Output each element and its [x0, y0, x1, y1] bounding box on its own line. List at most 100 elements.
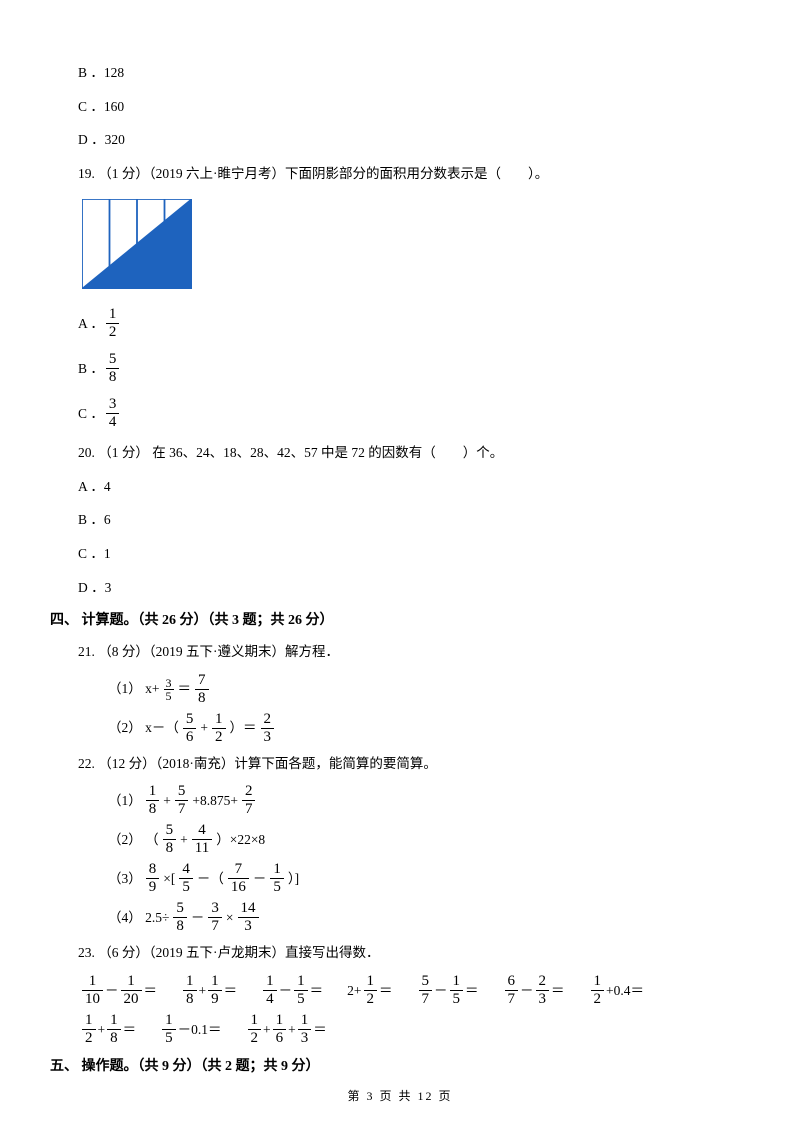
q23-item-6: 12 +0.4＝: [589, 974, 645, 1007]
n: 1: [298, 1013, 312, 1030]
n: 1: [270, 862, 284, 879]
label: （1） x+: [108, 676, 160, 702]
n: 1: [364, 974, 378, 991]
op: ）×22×8: [216, 827, 265, 853]
d: 8: [146, 801, 160, 817]
q18-opt-c: C ．160: [78, 94, 722, 120]
q20-opt-d: D ．3: [78, 575, 722, 601]
n: 1: [208, 974, 222, 991]
den: 8: [106, 369, 120, 385]
n: 14: [238, 901, 259, 918]
q23-stem: 23. （6 分）（2019 五下·卢龙期末）直接写出得数．: [78, 940, 722, 966]
d: 5: [294, 991, 308, 1007]
q19-figure: [78, 195, 722, 306]
n: 1: [146, 784, 160, 801]
d: 2: [591, 991, 605, 1007]
n: 1: [121, 974, 142, 991]
label: C ．: [78, 401, 104, 427]
q23-item-3: 2+ 12 ＝: [347, 974, 392, 1007]
op: －: [253, 866, 267, 892]
d: 5: [270, 879, 284, 895]
n: 1: [183, 974, 197, 991]
page-footer: 第 3 页 共 12 页: [0, 1085, 800, 1108]
q23-item-9: 12 + 16 + 13 ＝: [246, 1013, 327, 1046]
q19-opt-2: C ．34: [78, 395, 722, 432]
lbl: （2） （: [108, 827, 159, 853]
n: 5: [175, 784, 189, 801]
d: 10: [82, 991, 103, 1007]
q23-items: 110－120 ＝18 + 19 ＝14 － 15 ＝2+ 12 ＝57 － 1…: [78, 974, 722, 1052]
num: 3: [164, 677, 174, 690]
num: 5: [183, 712, 197, 729]
d: 9: [146, 879, 160, 895]
d: 7: [505, 991, 519, 1007]
d: 2: [248, 1030, 262, 1046]
n: 1: [273, 1013, 287, 1030]
n: 1: [162, 1013, 176, 1030]
op: －（: [197, 866, 224, 892]
q21-stem: 21. （8 分）（2019 五下·遵义期末）解方程．: [78, 639, 722, 665]
d: 2: [364, 991, 378, 1007]
d: 8: [173, 918, 187, 934]
op: ×: [226, 905, 234, 931]
q22-eq3: （3） 89 ×[ 45 －（ 716 － 15 ）]: [78, 862, 722, 895]
num: 1: [212, 712, 226, 729]
lbl: （4） 2.5÷: [108, 905, 169, 931]
n: 4: [179, 862, 193, 879]
n: 1: [263, 974, 277, 991]
num: 3: [106, 397, 120, 414]
n: 1: [82, 1013, 96, 1030]
d: 3: [238, 918, 259, 934]
q18-opt-d: D ．320: [78, 127, 722, 153]
d: 3: [298, 1030, 312, 1046]
d: 5: [162, 1030, 176, 1046]
d: 20: [121, 991, 142, 1007]
n: 1: [450, 974, 464, 991]
n: 1: [248, 1013, 262, 1030]
den: 3: [261, 729, 275, 745]
eq: ＝: [178, 676, 192, 702]
d: 5: [450, 991, 464, 1007]
n: 3: [208, 901, 222, 918]
q22-eq4: （4） 2.5÷ 58 － 37 × 143: [78, 901, 722, 934]
n: 5: [163, 823, 177, 840]
label: （2） x－（: [108, 715, 179, 741]
num: 2: [261, 712, 275, 729]
op: ×[: [163, 866, 175, 892]
q23-item-5: 67 － 23 ＝: [503, 974, 565, 1007]
op: +: [163, 788, 171, 814]
d: 3: [536, 991, 550, 1007]
q23-item-2: 14 － 15 ＝: [261, 974, 323, 1007]
q19-opt-0: A ．12: [78, 305, 722, 342]
n: 1: [591, 974, 605, 991]
lbl: （1）: [108, 788, 142, 814]
d: 7: [242, 801, 256, 817]
n: 2: [242, 784, 256, 801]
den: 4: [106, 414, 120, 430]
q23-item-8: 15 －0.1＝: [160, 1013, 221, 1046]
d: 16: [228, 879, 249, 895]
q19-stem: 19. （1 分）（2019 六上·睢宁月考）下面阴影部分的面积用分数表示是（ …: [78, 161, 722, 187]
d: 8: [163, 840, 177, 856]
q22-eq1: （1） 18 + 57 +8.875+ 27: [78, 784, 722, 817]
q20-opt-c: C ．1: [78, 541, 722, 567]
d: 7: [175, 801, 189, 817]
d: 9: [208, 991, 222, 1007]
num: 1: [106, 307, 120, 324]
label: A ．: [78, 311, 104, 337]
d: 7: [419, 991, 433, 1007]
section5-title: 五、 操作题。（共 9 分）（共 2 题；共 9 分）: [50, 1054, 722, 1081]
d: 2: [82, 1030, 96, 1046]
q22-eq2: （2） （ 58 + 411 ）×22×8: [78, 823, 722, 856]
den: 5: [164, 690, 174, 702]
den: 2: [106, 324, 120, 340]
n: 8: [146, 862, 160, 879]
q20-stem: 20. （1 分） 在 36、24、18、28、42、57 中是 72 的因数有…: [78, 440, 722, 466]
d: 8: [183, 991, 197, 1007]
q18-opt-b: B ．128: [78, 60, 722, 86]
n: 2: [536, 974, 550, 991]
d: 8: [107, 1030, 121, 1046]
num: 5: [106, 352, 120, 369]
q23-item-4: 57 － 15 ＝: [417, 974, 479, 1007]
d: 4: [263, 991, 277, 1007]
